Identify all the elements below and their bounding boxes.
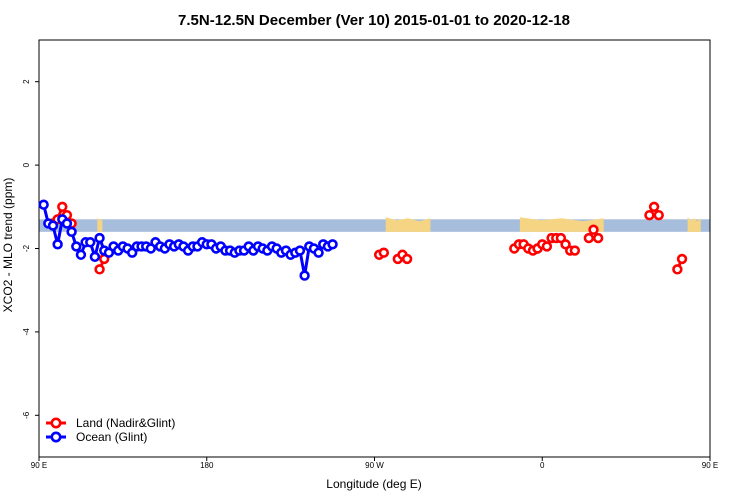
- y-tick-label: 0: [22, 162, 31, 167]
- legend-land-label: Land (Nadir&Glint): [76, 416, 175, 430]
- ocean-point: [66, 226, 77, 238]
- land-layer: [97, 217, 701, 232]
- ocean-point: [38, 199, 49, 210]
- y-tick-label: -6: [22, 411, 31, 419]
- ocean-point: [52, 239, 63, 250]
- land-point: [644, 209, 655, 221]
- y-axis: -6 -4 -2 0 2: [22, 79, 39, 419]
- land-point: [583, 232, 595, 244]
- ocean-point: [85, 237, 96, 248]
- x-axis: 90 E 180 90 W 0 90 E: [31, 457, 718, 470]
- x-tick-label: 180: [200, 461, 214, 470]
- x-axis-label: Longitude (deg E): [326, 477, 421, 491]
- land-point: [401, 253, 413, 265]
- ocean-point: [299, 270, 310, 281]
- y-tick-label: -2: [22, 244, 31, 252]
- legend-land-marker: [50, 417, 62, 429]
- land-point: [592, 232, 604, 244]
- land-point: [672, 264, 683, 275]
- band-layer: [39, 219, 710, 232]
- land-point: [94, 264, 105, 275]
- legend: Land (Nadir&Glint) Ocean (Glint): [46, 416, 175, 444]
- chart-title: 7.5N-12.5N December (Ver 10) 2015-01-01 …: [178, 12, 570, 29]
- ocean-point: [294, 245, 306, 256]
- y-axis-label: XCO2 - MLO trend (ppm): [1, 178, 15, 313]
- land-region: [385, 217, 431, 232]
- land-point: [676, 253, 688, 265]
- lat-band: [39, 219, 710, 232]
- ocean-point: [71, 241, 82, 252]
- land-point: [541, 241, 553, 252]
- ocean-point: [94, 232, 105, 244]
- series-layer: [38, 199, 688, 281]
- ocean-point: [313, 247, 324, 258]
- land-region: [687, 217, 701, 232]
- land-region: [97, 217, 103, 232]
- legend-ocean-label: Ocean (Glint): [76, 430, 147, 444]
- land-point: [653, 209, 664, 221]
- x-tick-label: 90 W: [365, 461, 384, 470]
- ocean-point: [47, 220, 59, 231]
- ocean-point: [75, 249, 87, 260]
- ocean-point: [61, 218, 73, 229]
- y-tick-label: 2: [22, 79, 31, 84]
- land-point: [57, 201, 68, 213]
- x-tick-label: 90 E: [31, 461, 47, 470]
- x-tick-label: 90 E: [702, 461, 718, 470]
- ocean-point: [327, 239, 338, 250]
- x-tick-label: 0: [540, 461, 545, 470]
- land-point: [588, 224, 599, 235]
- y-tick-label: -4: [22, 328, 31, 336]
- ocean-point: [89, 251, 101, 263]
- land-point: [648, 201, 660, 213]
- land-point: [378, 247, 390, 258]
- legend-ocean-marker: [50, 431, 62, 443]
- land-region: [519, 217, 604, 232]
- land-point: [569, 245, 581, 256]
